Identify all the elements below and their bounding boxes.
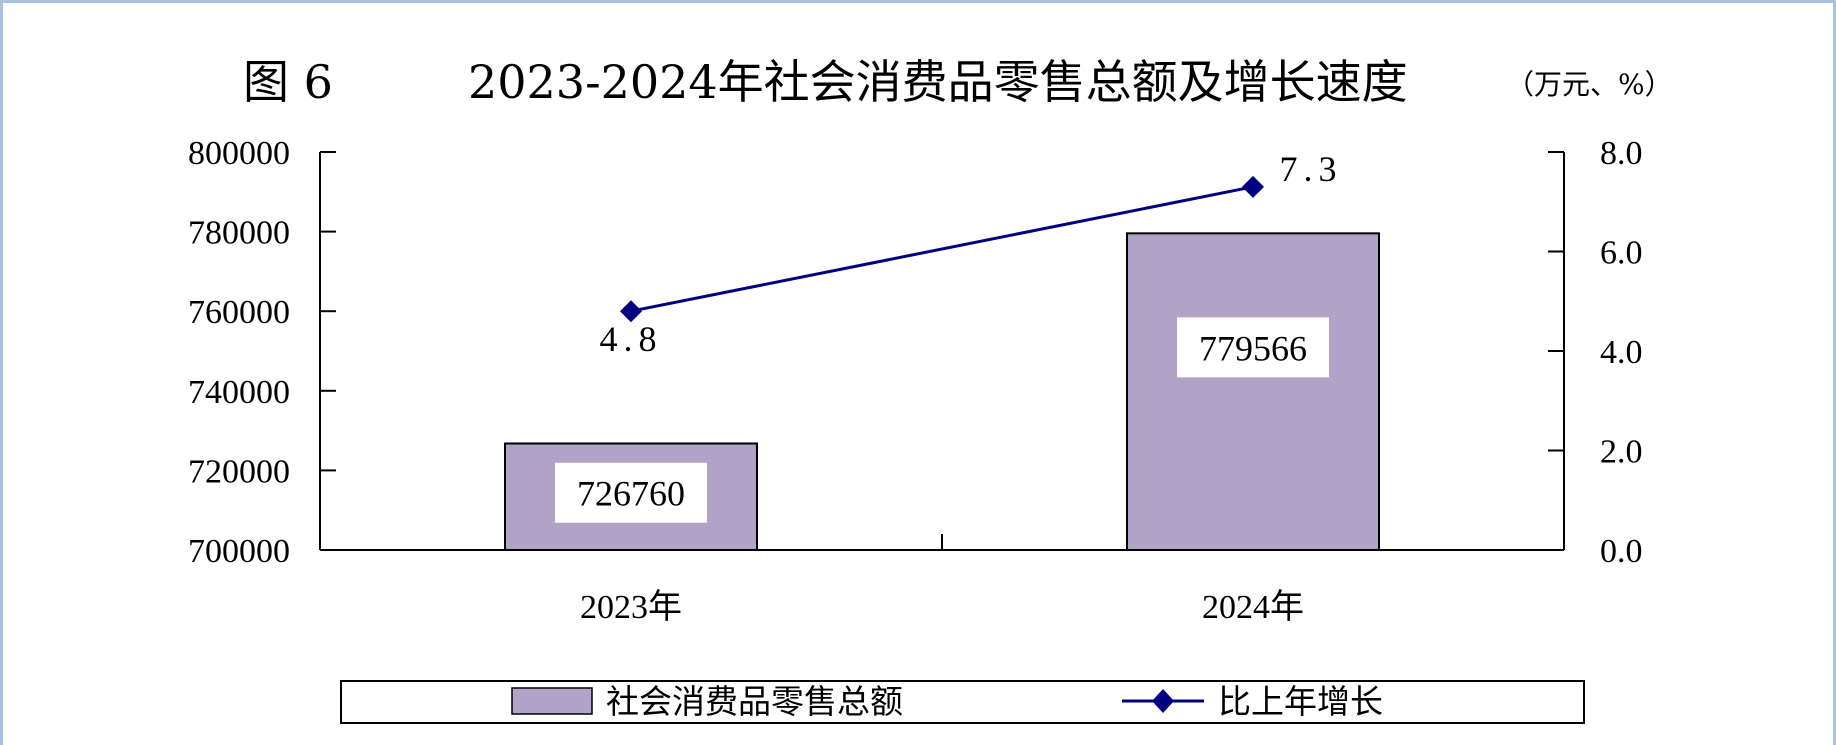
chart-title: 2023-2024年社会消费品零售总额及增长速度 (468, 55, 1408, 109)
x-tick-label: 2023年 (580, 588, 682, 626)
bar-data-label: 779566 (1199, 328, 1307, 368)
bar-data-label-box (555, 462, 707, 523)
line-path (630, 185, 1254, 313)
line-point (620, 300, 642, 323)
y-right-tick-label: 8.0 (1600, 135, 1643, 172)
legend-bar-label: 社会消费品零售总额 (606, 682, 903, 721)
line-data-label: 4.8 (600, 319, 663, 359)
axes: 700000 720000 740000 760000 780000 800000 0.0 2… (188, 135, 1643, 626)
y-left-tick-label: 780000 (188, 215, 290, 252)
y-left-tick-label: 740000 (188, 374, 290, 411)
bar-series: 726760 779566 (504, 232, 1380, 552)
line-data-label: 7.3 (1280, 149, 1343, 189)
y-right-tick-label: 0.0 (1600, 533, 1643, 570)
legend: 社会消费品零售总额 比上年增长 (340, 680, 1585, 724)
y-left-tick-label: 800000 (188, 135, 290, 172)
y-left-tick-label: 760000 (188, 294, 290, 331)
bar-data-label-box (1177, 317, 1329, 378)
line-series: 4.8 7.3 (600, 149, 1343, 359)
legend-bar-swatch (511, 687, 593, 715)
y-right-tick-label: 2.0 (1600, 434, 1643, 471)
bar-data-label: 726760 (577, 474, 685, 514)
figure-label: 图 6 (243, 55, 333, 109)
legend-line-label: 比上年增长 (1218, 682, 1383, 721)
line-point (1242, 175, 1264, 198)
y-left-tick-label: 720000 (188, 453, 290, 490)
x-tick-label: 2024年 (1202, 588, 1304, 626)
y-right-tick-label: 6.0 (1600, 235, 1643, 272)
unit-label: （万元、%） (1506, 68, 1673, 101)
y-right-tick-label: 4.0 (1600, 334, 1643, 371)
bar (1126, 232, 1380, 551)
legend-line-marker (1152, 689, 1174, 713)
y-left-tick-label: 700000 (188, 533, 290, 570)
